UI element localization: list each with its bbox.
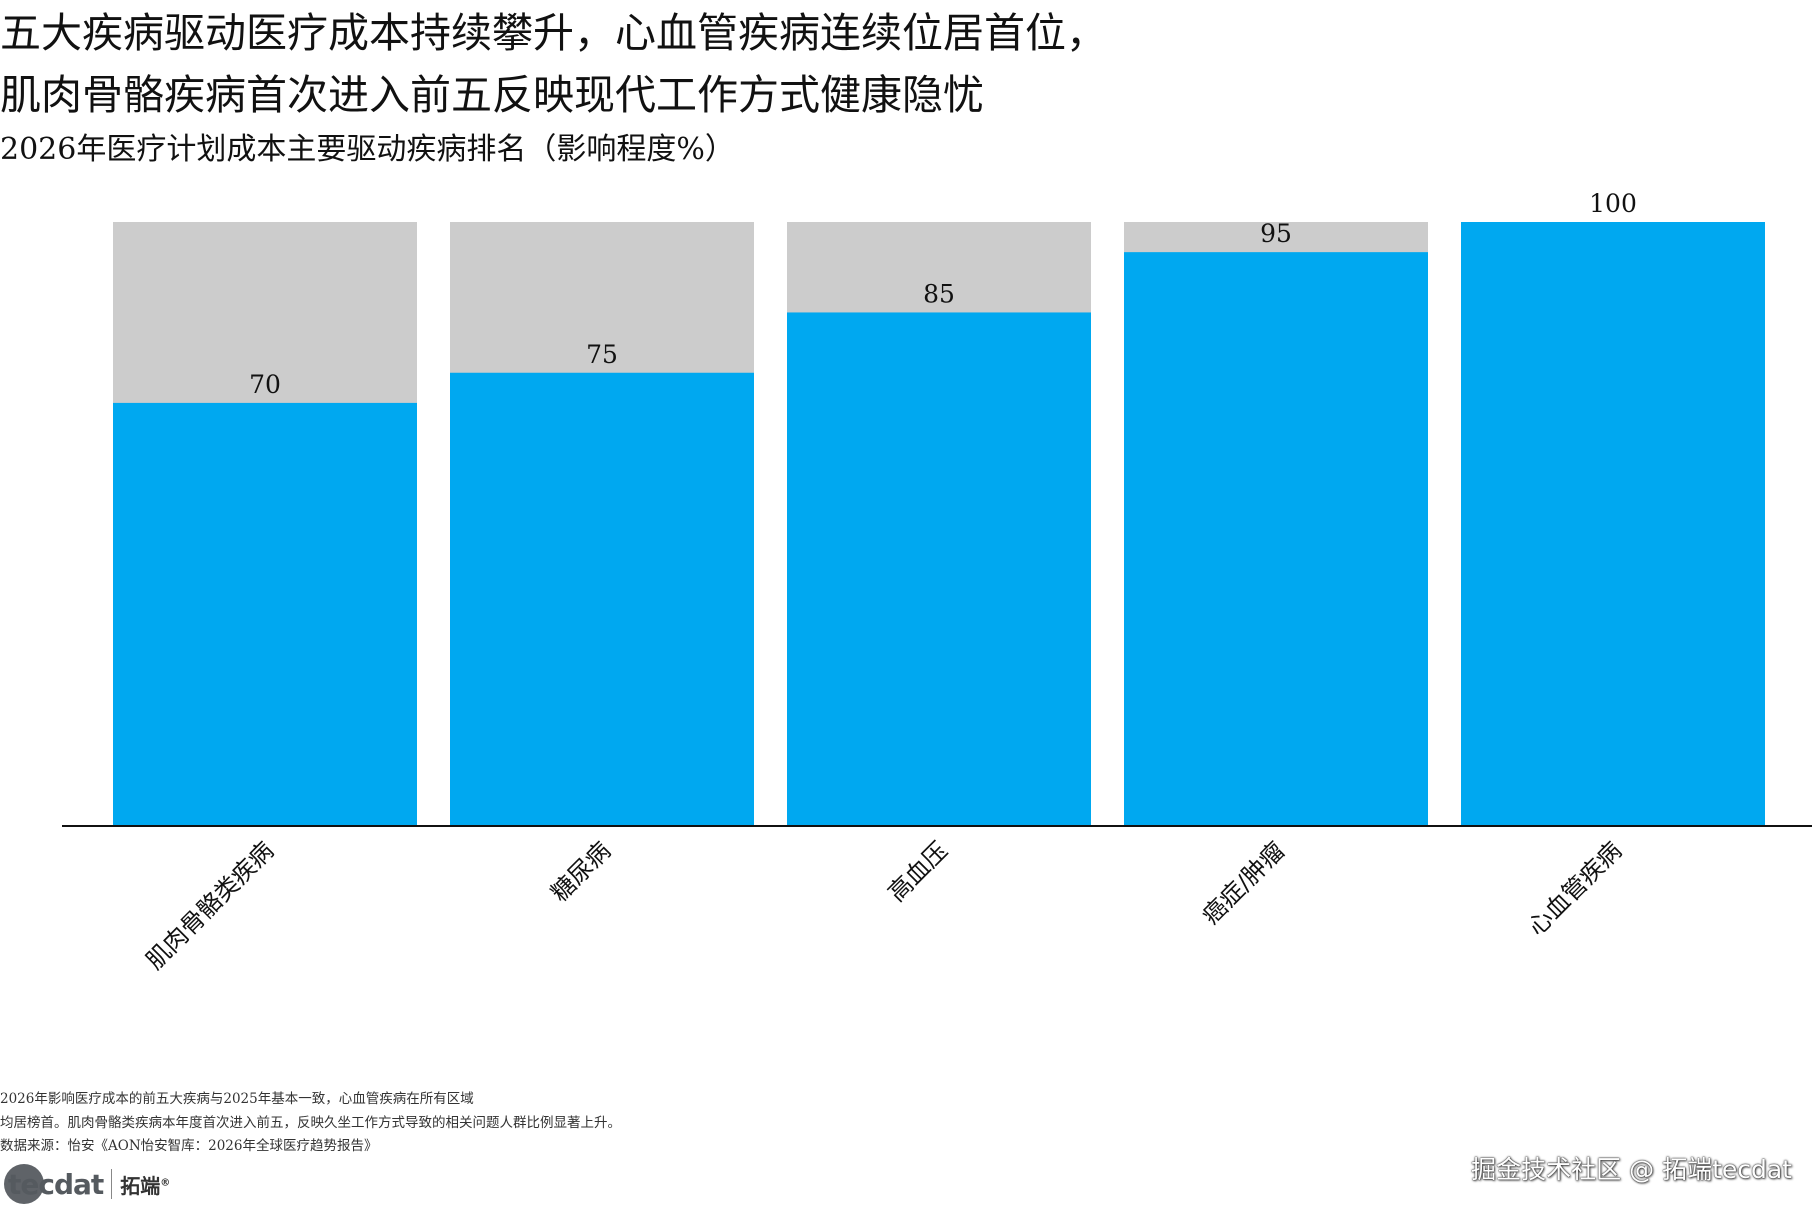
bar [1461,222,1765,825]
bar [787,312,1091,825]
chart-title: 五大疾病驱动医疗成本持续攀升，心血管疾病连续位居首位， 肌肉骨骼疾病首次进入前五… [0,2,1300,126]
data-label: 95 [1260,219,1292,248]
logo-divider [111,1169,113,1199]
bar-chart: 70 肌肉骨骼类疾病 75 糖尿病 85 高血压 95 癌症/肿瘤 100 心血管疾病 [62,189,1812,975]
data-label: 85 [923,279,955,308]
x-tick-label: 糖尿病 [546,836,617,907]
logo-chinese: 拓端® [120,1170,170,1199]
bar [1124,252,1428,825]
chart-subtitle: 2026年医疗计划成本主要驱动疾病排名（影响程度%） [0,132,735,167]
data-label: 70 [249,370,281,399]
watermark: 掘金技术社区 @ 拓端tecdat [1471,1155,1792,1184]
note-line-1: 2026年影响医疗成本的前五大疾病与2025年基本一致，心血管疾病在所有区域 [0,1091,474,1107]
note-line-2: 均居榜首。肌肉骨骼类疾病本年度首次进入前五，反映久坐工作方式导致的相关问题人群比… [0,1114,621,1131]
logo-wordmark: tecdat [8,1167,104,1201]
bar [113,402,417,825]
logo-registered-mark: ® [160,1176,171,1188]
title-line-2: 肌肉骨骼疾病首次进入前五反映现代工作方式健康隐忧 [0,71,984,119]
logo-circle-icon [4,1164,44,1204]
bar [450,372,754,825]
x-tick-label: 高血压 [883,836,954,907]
title-line-1: 五大疾病驱动医疗成本持续攀升，心血管疾病连续位居首位， [0,9,1107,57]
source-note: 数据来源：怡安《AON怡安智库：2026年全球医疗趋势报告》 [0,1138,378,1154]
x-tick-label: 肌肉骨骼类疾病 [141,836,280,975]
logo-chinese-text: 拓端 [120,1173,161,1198]
x-tick-label: 心血管疾病 [1523,836,1628,941]
data-label: 75 [586,340,618,369]
x-tick-label: 癌症/肿瘤 [1197,836,1290,929]
data-label: 100 [1589,189,1637,218]
chart-notes: 2026年影响医疗成本的前五大疾病与2025年基本一致，心血管疾病在所有区域 均… [0,1088,621,1159]
tecdat-logo: tecdat 拓端® [4,1160,170,1208]
